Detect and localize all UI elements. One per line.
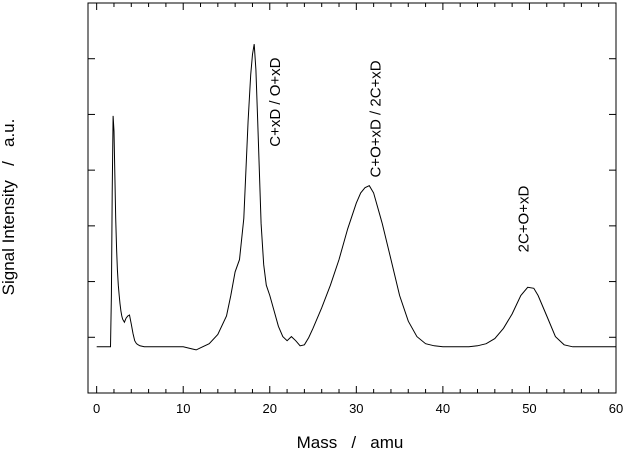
x-tick-label-50: 50	[522, 401, 536, 416]
x-axis-ticks	[96, 3, 617, 393]
x-tick-label-40: 40	[436, 401, 450, 416]
peak-annotation-3: 2C+O+xD	[516, 186, 533, 253]
x-axis-label: Mass / amu	[297, 433, 404, 451]
x-tick-label-30: 30	[349, 401, 363, 416]
x-tick-label-10: 10	[176, 401, 190, 416]
signal-intensity-line	[96, 44, 616, 351]
x-tick-label-60: 60	[609, 401, 623, 416]
plot-frame	[87, 2, 617, 394]
x-tick-label-0: 0	[93, 401, 100, 416]
peak-annotation-1: C+xD / O+xD	[267, 57, 284, 146]
y-axis-ticks	[88, 58, 616, 338]
peak-annotations: C+xD / O+xD C+O+xD / 2C+xD 2C+O+xD	[267, 57, 532, 252]
peak-annotation-2: C+O+xD / 2C+xD	[368, 60, 385, 177]
x-axis-tick-labels: 0 10 20 30 40 50 60	[93, 401, 623, 416]
y-axis-label: Signal Intensity / a.u.	[0, 119, 18, 296]
x-tick-label-20: 20	[263, 401, 277, 416]
